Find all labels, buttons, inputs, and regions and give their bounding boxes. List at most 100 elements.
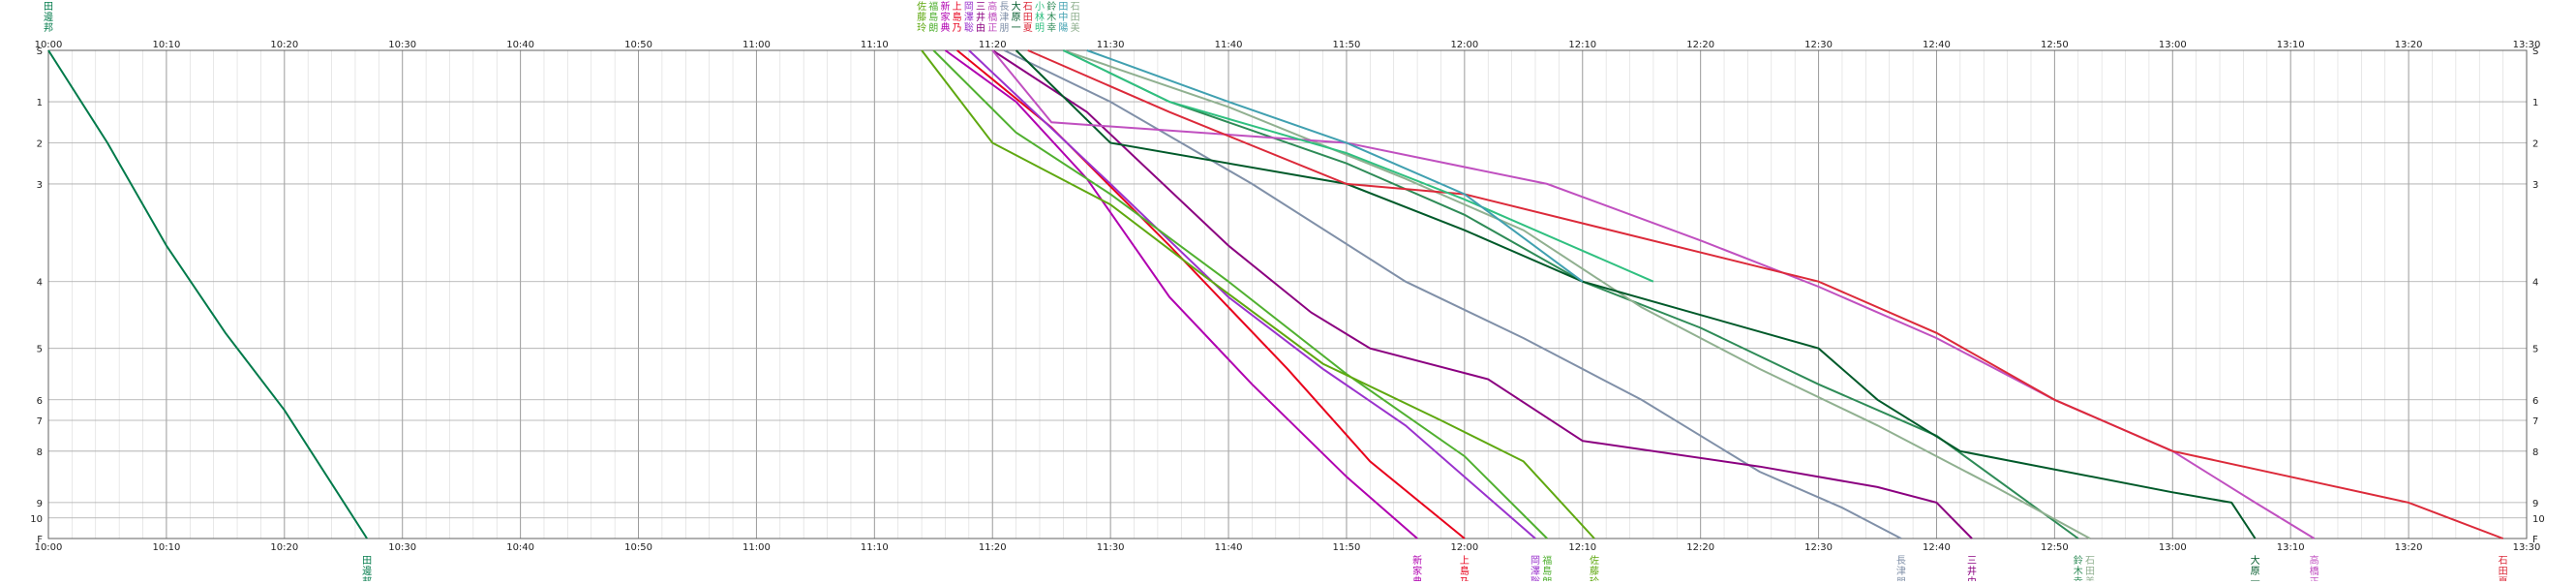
finish-label-char: 玲 <box>1590 576 1599 581</box>
start-label: 大原一 <box>1012 0 1021 34</box>
finish-label-char: 佐 <box>1590 555 1599 567</box>
start-label-char: 高 <box>987 0 997 13</box>
time-tick-label-top: 12:20 <box>1686 40 1714 50</box>
time-tick-label-top: 13:10 <box>2277 40 2305 50</box>
finish-label-char: 幸 <box>2074 576 2083 581</box>
start-label-char: 福 <box>928 0 938 13</box>
time-tick-label-top: 13:30 <box>2513 40 2541 50</box>
time-tick-label-top: 11:20 <box>979 40 1007 50</box>
start-label-char: 島 <box>928 11 938 23</box>
station-label-left: S <box>37 46 43 57</box>
finish-label-char: 石 <box>2499 556 2508 567</box>
finish-label-char: 津 <box>1896 566 1906 577</box>
time-tick-label-bottom: 13:10 <box>2277 542 2305 553</box>
station-label-right: 6 <box>2532 396 2538 407</box>
time-tick-label-bottom: 10:30 <box>388 542 416 553</box>
time-tick-label-top: 12:00 <box>1450 40 1478 50</box>
station-label-left: 6 <box>37 396 43 407</box>
time-tick-label-bottom: 13:00 <box>2159 542 2187 553</box>
start-label-char: 岡 <box>964 1 974 13</box>
start-label: 田邊邦 <box>44 2 53 34</box>
finish-label-char: 邦 <box>362 575 372 581</box>
time-tick-label-bottom: 11:30 <box>1097 542 1125 553</box>
time-tick-label-bottom: 11:20 <box>979 542 1007 553</box>
time-tick-label-bottom: 11:40 <box>1215 542 1243 553</box>
start-label-char: 家 <box>940 11 950 23</box>
time-tick-label-top: 10:20 <box>270 40 298 50</box>
finish-label: 岡澤聡 <box>1530 555 1540 585</box>
series-line <box>1027 49 2503 539</box>
time-tick-label-top: 12:30 <box>1804 40 1833 50</box>
time-tick-label-top: 11:40 <box>1215 40 1243 50</box>
series-line <box>921 49 1595 539</box>
series-line <box>944 49 1418 539</box>
finish-label-char: 一 <box>2251 577 2260 581</box>
axis-layer: 10:00 10:00 10:10 10:10 10:20 10:20 10:30 10:30… <box>30 40 2544 553</box>
finish-label-char: 島 <box>1542 565 1552 577</box>
finish-label-char: 朗 <box>1542 576 1552 581</box>
finish-label: 大原一 <box>2251 554 2260 585</box>
station-label-right: 5 <box>2532 345 2538 355</box>
start-label-char: 木 <box>1046 12 1056 23</box>
start-label-char: 鈴 <box>1046 0 1056 13</box>
start-label: 上島乃 <box>953 1 962 34</box>
station-label-left: 2 <box>37 139 43 149</box>
start-label: 高橋正 <box>987 0 997 34</box>
series-line <box>1062 49 1654 283</box>
start-label-char: 聡 <box>964 21 974 34</box>
start-label-char: 佐 <box>917 1 926 13</box>
start-label: 小林明 <box>1035 1 1045 34</box>
start-label-char: 陽 <box>1058 22 1068 34</box>
start-label-char: 原 <box>1012 12 1021 23</box>
series-line <box>932 49 1548 539</box>
finish-label-char: 聡 <box>1530 575 1540 581</box>
start-label-char: 中 <box>1058 11 1068 23</box>
time-tick-label-bottom: 12:10 <box>1568 542 1596 553</box>
start-label-char: 玲 <box>917 22 926 34</box>
start-label: 長津朋 <box>999 1 1009 34</box>
time-tick-label-bottom: 12:20 <box>1686 542 1714 553</box>
finish-label-char: 島 <box>1460 565 1470 577</box>
start-label-char: 田 <box>1058 2 1068 13</box>
start-label-char: 橋 <box>987 11 997 23</box>
time-tick-label-top: 10:00 <box>35 40 63 50</box>
finish-label-char: 高 <box>2310 554 2319 567</box>
start-label-char: 藤 <box>917 12 926 23</box>
time-tick-label-top: 12:50 <box>2041 40 2069 50</box>
time-tick-label-bottom: 11:00 <box>742 542 771 553</box>
start-label-char: 田 <box>1023 13 1033 23</box>
finish-label-char: 新 <box>1412 554 1422 567</box>
time-tick-label-bottom: 10:00 <box>35 542 63 553</box>
start-label-char: 津 <box>999 12 1009 23</box>
finish-label-char: 家 <box>1412 565 1422 577</box>
time-tick-label-bottom: 12:50 <box>2041 542 2069 553</box>
finish-label-char: 邊 <box>362 565 372 577</box>
finish-label: 長津朋 <box>1896 555 1906 585</box>
time-tick-label-bottom: 11:50 <box>1333 542 1361 553</box>
start-label-char: 長 <box>999 1 1009 13</box>
station-label-left: 5 <box>37 345 43 355</box>
start-label-char: 幸 <box>1046 22 1056 34</box>
start-label-char: 典 <box>940 21 950 34</box>
start-label-char: 林 <box>1035 11 1045 23</box>
finish-label-char: 鈴 <box>2074 554 2083 567</box>
finish-label: 高橋正 <box>2310 554 2319 585</box>
series-line <box>1015 49 2257 539</box>
finish-label-char: 岡 <box>1530 555 1540 567</box>
time-tick-label-top: 10:30 <box>388 40 416 50</box>
start-label-char: 夏 <box>1023 22 1033 34</box>
time-tick-label-top: 11:30 <box>1097 40 1125 50</box>
station-label-left: 1 <box>37 98 43 108</box>
time-tick-label-bottom: 12:00 <box>1450 542 1478 553</box>
station-label-left: 4 <box>37 278 43 289</box>
start-label-char: 井 <box>976 11 985 23</box>
station-label-right: 3 <box>2532 180 2538 191</box>
station-label-right: 9 <box>2532 499 2538 509</box>
start-label: 田中陽 <box>1058 2 1068 34</box>
finish-label-char: 乃 <box>1460 577 1470 581</box>
start-label: 鈴木幸 <box>1046 0 1056 34</box>
time-tick-label-bottom: 10:10 <box>152 542 180 553</box>
start-label-char: 新 <box>940 0 950 13</box>
station-label-right: 8 <box>2532 447 2538 458</box>
finish-label-char: 美 <box>2085 575 2095 581</box>
